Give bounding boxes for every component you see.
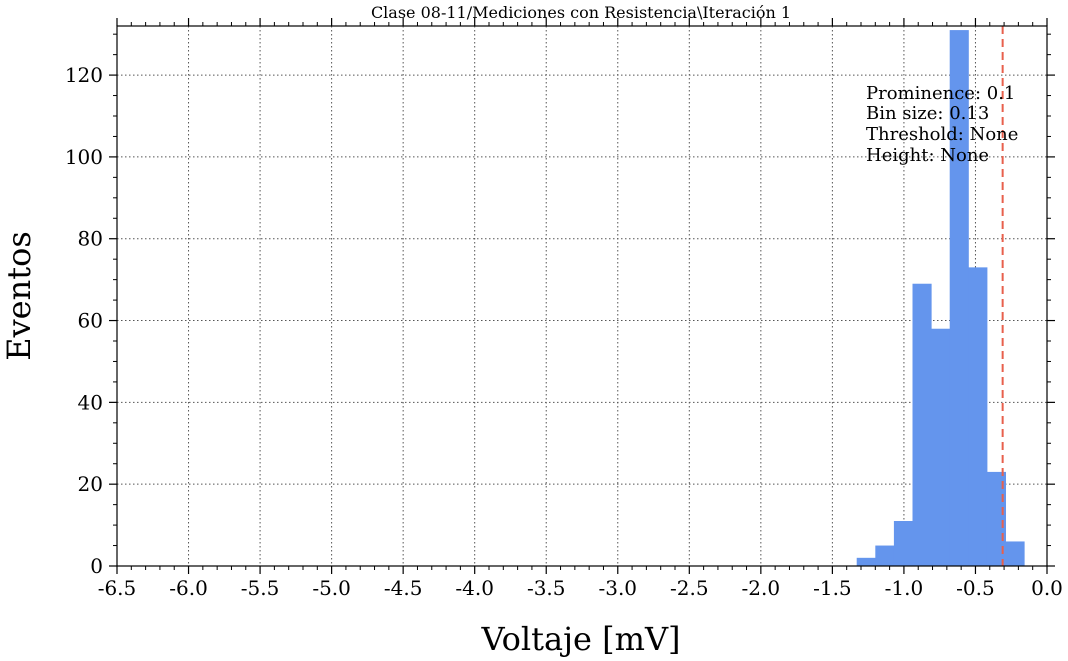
x-tick-label: -6.0 (169, 576, 208, 600)
histogram-bar (912, 283, 932, 566)
x-tick-label: -1.5 (813, 576, 852, 600)
annotation-height: Height: None (866, 145, 989, 166)
x-tick-label: -3.0 (598, 576, 637, 600)
x-tick-label: -5.0 (312, 576, 351, 600)
histogram-bar (931, 328, 951, 566)
histogram-bar (856, 557, 876, 566)
histogram-bar (893, 521, 914, 566)
histogram-bar (875, 545, 895, 566)
tick-labels: -6.5 -6.0 -5.5 -5.0 -4.5 -4.0 -3.5 -3.0 -2.5 -2.0… (65, 63, 1063, 600)
y-tick-label: 20 (78, 472, 103, 496)
x-tick-label: -3.5 (527, 576, 566, 600)
x-tick-label: -4.5 (384, 576, 423, 600)
y-tick-label: 60 (78, 309, 103, 333)
x-tick-label: 0.0 (1031, 576, 1063, 600)
x-tick-label: -0.5 (956, 576, 995, 600)
x-tick-label: -1.0 (885, 576, 924, 600)
histogram-bar (949, 30, 969, 567)
x-axis-label: Voltaje [mV] (480, 620, 680, 658)
annotation-threshold: Threshold: None (866, 124, 1018, 145)
x-tick-label: -4.0 (455, 576, 494, 600)
annotation-bin-size: Bin size: 0.13 (866, 103, 989, 124)
chart-title: Clase 08-11/Mediciones con Resistencia\I… (371, 3, 791, 22)
histogram-bar (986, 471, 1007, 566)
plot-frame (116, 25, 1048, 567)
x-tick-label: -2.0 (742, 576, 781, 600)
y-tick-label: 100 (65, 145, 103, 169)
x-tick-label: -6.5 (98, 576, 137, 600)
histogram-bar (968, 267, 988, 566)
axis-ticks (109, 18, 1055, 574)
y-tick-label: 120 (65, 63, 103, 87)
x-tick-label: -2.5 (670, 576, 709, 600)
x-tick-label: -5.5 (241, 576, 280, 600)
annotation-prominence: Prominence: 0.1 (866, 83, 1015, 104)
y-axis-label: Eventos (0, 231, 38, 361)
y-tick-label: 80 (78, 227, 103, 251)
histogram-bars (856, 30, 1025, 567)
y-tick-label: 40 (78, 390, 103, 414)
histogram-bar (1005, 541, 1025, 566)
y-tick-label: 0 (90, 554, 103, 578)
stats-annotation: Prominence: 0.1 Bin size: 0.13 Threshold… (866, 83, 1018, 166)
